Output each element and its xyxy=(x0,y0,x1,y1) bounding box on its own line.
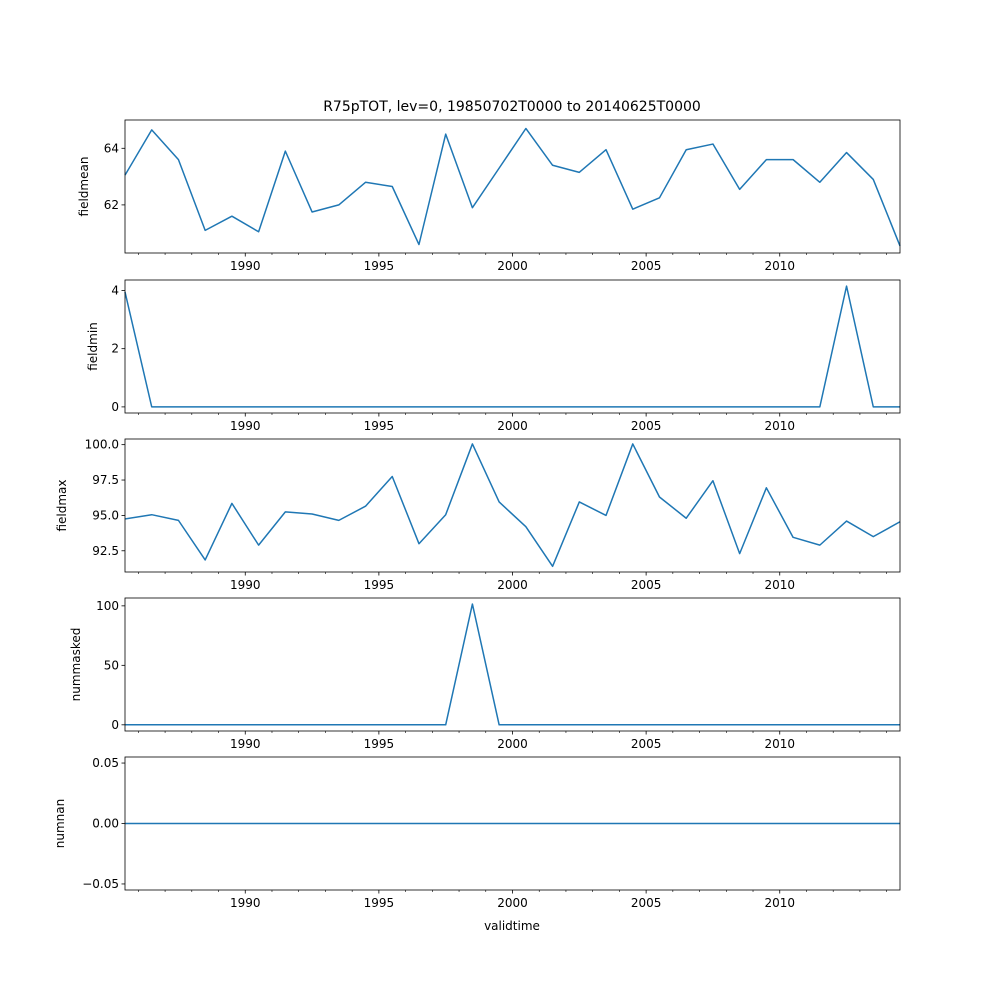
x-tick-label-numnan: 2005 xyxy=(631,896,662,910)
y-axis-label-fieldmean: fieldmean xyxy=(77,157,91,217)
x-tick-label-fieldmin: 1990 xyxy=(230,419,261,433)
y-tick-label-numnan: −0.05 xyxy=(82,877,119,891)
x-tick-label-fieldmin: 2005 xyxy=(631,419,662,433)
y-tick-label-fieldmin: 0 xyxy=(111,400,119,414)
x-tick-label-numnan: 2010 xyxy=(764,896,795,910)
series-line-fieldmean xyxy=(124,127,901,247)
y-tick-label-numnan: 0.00 xyxy=(92,817,119,831)
x-tick-label-numnan: 1995 xyxy=(364,896,395,910)
y-tick-label-fieldmin: 2 xyxy=(111,342,119,356)
y-tick-label-numnan: 0.05 xyxy=(92,756,119,770)
panel-nummasked: 0 50 100 1990 1995 2000 2005 2010 nummasked xyxy=(69,597,901,751)
y-tick-label-nummasked: 100 xyxy=(96,599,119,613)
y-tick-label-fieldmean: 62 xyxy=(104,198,119,212)
x-tick-label-fieldmean: 1995 xyxy=(364,259,395,273)
chart-panels: 62 64 1990 1995 2000 2005 2010 fieldmean 0 2 4 1990… xyxy=(53,119,901,910)
x-tick-label-nummasked: 1990 xyxy=(230,737,261,751)
x-tick-label-fieldmean: 2005 xyxy=(631,259,662,273)
series-line-fieldmax xyxy=(124,443,901,568)
y-tick-label-fieldmean: 64 xyxy=(104,141,119,155)
x-tick-label-nummasked: 2010 xyxy=(764,737,795,751)
y-tick-label-nummasked: 50 xyxy=(104,658,119,672)
x-tick-label-numnan: 1990 xyxy=(230,896,261,910)
series-line-nummasked xyxy=(125,603,900,726)
panel-fieldmin: 0 2 4 1990 1995 2000 2005 2010 fieldmin xyxy=(86,279,901,433)
y-tick-label-fieldmax: 95.0 xyxy=(92,508,119,522)
axes-frame-nummasked xyxy=(124,597,901,732)
y-axis-label-nummasked: nummasked xyxy=(69,628,83,702)
y-tick-label-fieldmax: 97.5 xyxy=(92,473,119,487)
x-tick-label-fieldmin: 2010 xyxy=(764,419,795,433)
x-tick-label-nummasked: 1995 xyxy=(364,737,395,751)
x-tick-label-fieldmax: 2000 xyxy=(497,578,528,592)
x-tick-label-fieldmax: 2005 xyxy=(631,578,662,592)
panel-fieldmean: 62 64 1990 1995 2000 2005 2010 fieldmean xyxy=(77,119,901,273)
y-axis-label-fieldmin: fieldmin xyxy=(86,322,100,371)
y-tick-label-fieldmax: 100.0 xyxy=(85,438,119,452)
x-tick-label-fieldmin: 1995 xyxy=(364,419,395,433)
axes-frame-fieldmean xyxy=(124,119,901,254)
x-tick-label-fieldmax: 1995 xyxy=(364,578,395,592)
x-tick-label-fieldmean: 1990 xyxy=(230,259,261,273)
axes-frame-fieldmin xyxy=(124,279,901,414)
panel-numnan: −0.05 0.00 0.05 1990 1995 2000 2005 2010 numnan xyxy=(53,756,901,910)
x-tick-label-fieldmin: 2000 xyxy=(497,419,528,433)
x-tick-label-nummasked: 2005 xyxy=(631,737,662,751)
panel-fieldmax: 92.5 95.0 97.5 100.0 1990 1995 2000 2005 2010 fie… xyxy=(55,438,901,592)
x-tick-label-numnan: 2000 xyxy=(497,896,528,910)
x-tick-label-fieldmean: 2000 xyxy=(497,259,528,273)
axes-frame-fieldmax xyxy=(124,438,901,573)
x-tick-label-fieldmax: 2010 xyxy=(764,578,795,592)
y-tick-label-fieldmin: 4 xyxy=(111,283,119,297)
x-axis-label: validtime xyxy=(484,919,540,933)
chart-title: R75pTOT, lev=0, 19850702T0000 to 2014062… xyxy=(323,99,701,115)
y-axis-label-fieldmax: fieldmax xyxy=(55,479,69,531)
y-axis-label-numnan: numnan xyxy=(53,799,67,848)
x-tick-label-nummasked: 2000 xyxy=(497,737,528,751)
y-tick-label-nummasked: 0 xyxy=(111,718,119,732)
y-tick-label-fieldmax: 92.5 xyxy=(92,544,119,558)
series-line-fieldmin xyxy=(124,285,900,408)
x-tick-label-fieldmax: 1990 xyxy=(230,578,261,592)
x-tick-label-fieldmean: 2010 xyxy=(764,259,795,273)
